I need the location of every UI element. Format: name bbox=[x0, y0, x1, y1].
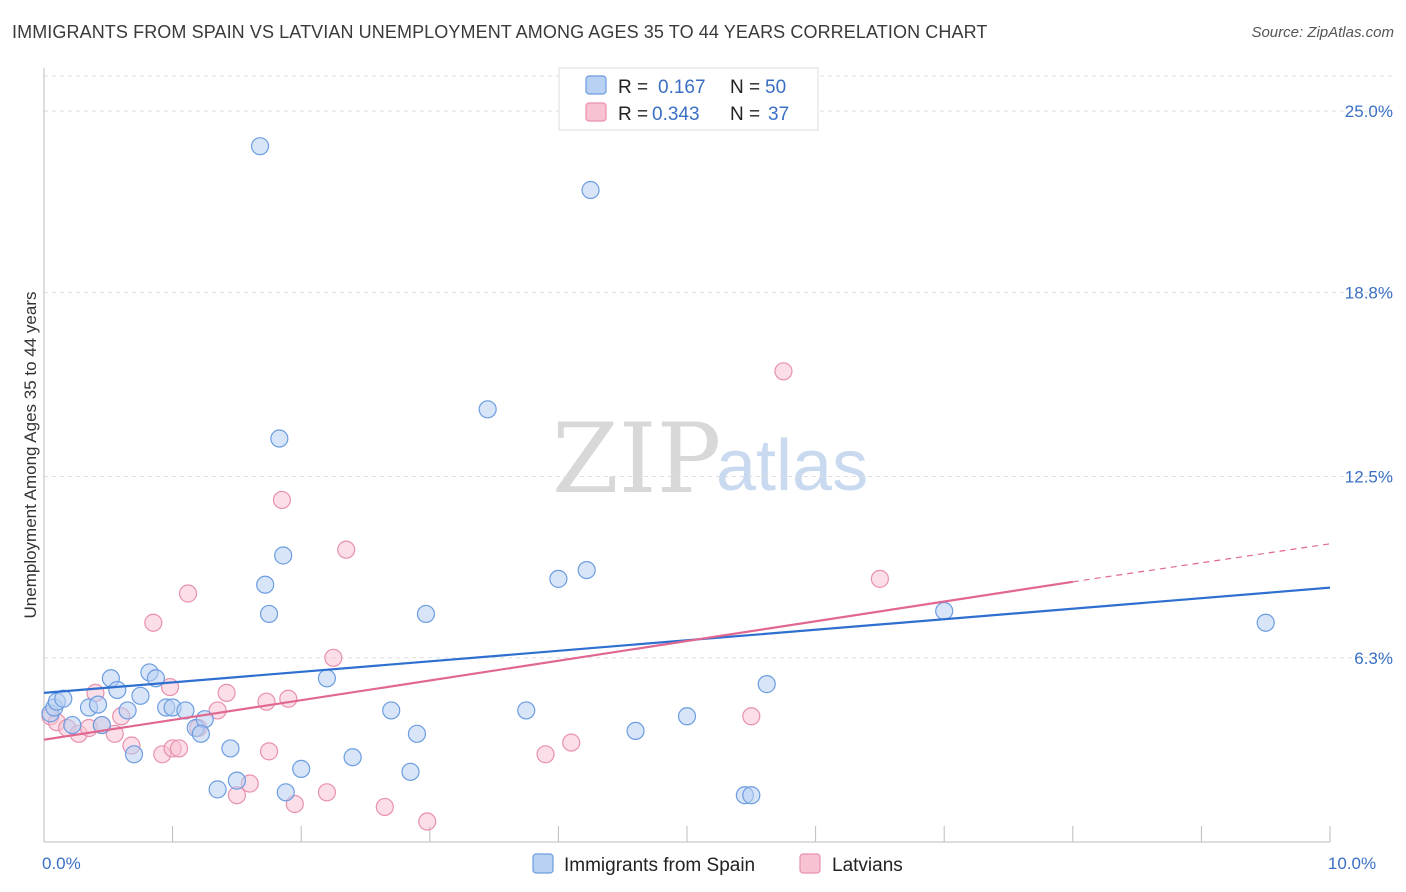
data-point bbox=[382, 701, 401, 720]
data-point bbox=[375, 797, 394, 817]
watermark-zip: ZIP bbox=[552, 403, 721, 515]
data-point bbox=[124, 745, 144, 764]
bottom-legend-label-latvians: Latvians bbox=[832, 855, 903, 876]
watermark-atlas: atlas bbox=[716, 426, 868, 506]
data-point bbox=[536, 745, 555, 764]
data-point bbox=[549, 569, 568, 588]
legend-r-value-spain: 0.167 bbox=[658, 77, 706, 98]
bottom-legend-label-spain: Immigrants from Spain bbox=[564, 855, 755, 876]
watermark: ZIP atlas bbox=[552, 403, 868, 515]
data-point bbox=[118, 701, 137, 720]
y-axis-label: Unemployment Among Ages 35 to 44 years bbox=[21, 292, 40, 619]
data-point bbox=[337, 540, 356, 559]
bottom-legend-swatch-latvians bbox=[799, 853, 821, 874]
data-point bbox=[581, 180, 600, 200]
grid bbox=[44, 75, 1392, 659]
data-point bbox=[757, 675, 776, 694]
x-tick-labels: 0.0% 10.0% bbox=[42, 854, 1376, 873]
data-point bbox=[88, 695, 108, 714]
y-tick-label: 12.5% bbox=[1345, 468, 1393, 487]
data-point bbox=[935, 601, 954, 621]
data-point bbox=[257, 692, 276, 711]
legend-r-label-latvians: R = bbox=[618, 104, 648, 125]
data-point bbox=[577, 560, 596, 580]
data-point bbox=[178, 584, 198, 603]
data-point bbox=[131, 686, 150, 705]
data-point bbox=[478, 400, 497, 419]
data-point bbox=[279, 689, 298, 708]
data-point bbox=[256, 575, 275, 594]
x-tick-label: 10.0% bbox=[1328, 854, 1376, 873]
data-point bbox=[416, 604, 436, 624]
chart-title: IMMIGRANTS FROM SPAIN VS LATVIAN UNEMPLO… bbox=[12, 22, 988, 42]
data-point bbox=[324, 648, 343, 667]
series-spain-points bbox=[41, 137, 1275, 805]
data-point bbox=[343, 748, 362, 767]
x-tick-label: 0.0% bbox=[42, 854, 81, 873]
legend-swatch-spain bbox=[585, 75, 607, 95]
data-point bbox=[272, 490, 292, 510]
data-point bbox=[259, 604, 279, 624]
y-tick-label: 18.8% bbox=[1345, 283, 1393, 302]
y-tick-labels: 6.3% 12.5% 18.8% 25.0% bbox=[1345, 102, 1393, 668]
data-point bbox=[208, 780, 227, 799]
data-point bbox=[227, 771, 246, 790]
data-point bbox=[418, 812, 437, 831]
legend-swatch-latvians bbox=[585, 102, 607, 122]
data-point bbox=[169, 739, 189, 758]
legend-n-label-spain: N = bbox=[730, 77, 760, 98]
data-point bbox=[774, 362, 793, 381]
data-point bbox=[221, 739, 240, 758]
data-point bbox=[63, 715, 82, 735]
bottom-legend-swatch-spain bbox=[532, 853, 554, 874]
legend-n-value-latvians: 37 bbox=[768, 104, 789, 125]
data-point bbox=[407, 724, 427, 743]
data-point bbox=[870, 569, 890, 588]
data-point bbox=[274, 546, 293, 565]
data-point bbox=[517, 701, 536, 720]
data-point bbox=[270, 429, 289, 448]
data-point bbox=[250, 137, 270, 156]
trend-lines bbox=[43, 543, 1331, 741]
data-point bbox=[626, 721, 645, 741]
data-point bbox=[562, 733, 581, 752]
legend-n-value-spain: 50 bbox=[765, 77, 786, 98]
data-point bbox=[217, 683, 236, 702]
data-point bbox=[144, 613, 163, 632]
bottom-legend: Immigrants from Spain Latvians bbox=[532, 853, 903, 876]
data-point bbox=[108, 680, 127, 700]
data-point bbox=[317, 783, 337, 802]
data-point bbox=[742, 707, 761, 726]
legend-r-value-latvians: 0.343 bbox=[652, 104, 700, 125]
data-point bbox=[677, 707, 697, 726]
data-point bbox=[1256, 613, 1275, 632]
legend-r-label-spain: R = bbox=[618, 77, 648, 98]
legend-box: R = 0.167 N = 50 R = 0.343 N = 37 bbox=[558, 67, 819, 131]
data-point bbox=[317, 669, 337, 688]
data-point bbox=[292, 759, 311, 779]
data-point bbox=[191, 724, 210, 743]
legend-n-label-latvians: N = bbox=[730, 104, 760, 125]
trend-line-extension bbox=[1072, 543, 1331, 583]
data-point bbox=[401, 762, 420, 781]
data-point bbox=[276, 783, 295, 802]
data-point bbox=[259, 742, 279, 761]
y-tick-label: 6.3% bbox=[1354, 649, 1393, 668]
data-point bbox=[742, 786, 761, 805]
source-credit: Source: ZipAtlas.com bbox=[1251, 24, 1394, 41]
y-tick-label: 25.0% bbox=[1345, 102, 1393, 121]
trend-line bbox=[43, 580, 1073, 741]
